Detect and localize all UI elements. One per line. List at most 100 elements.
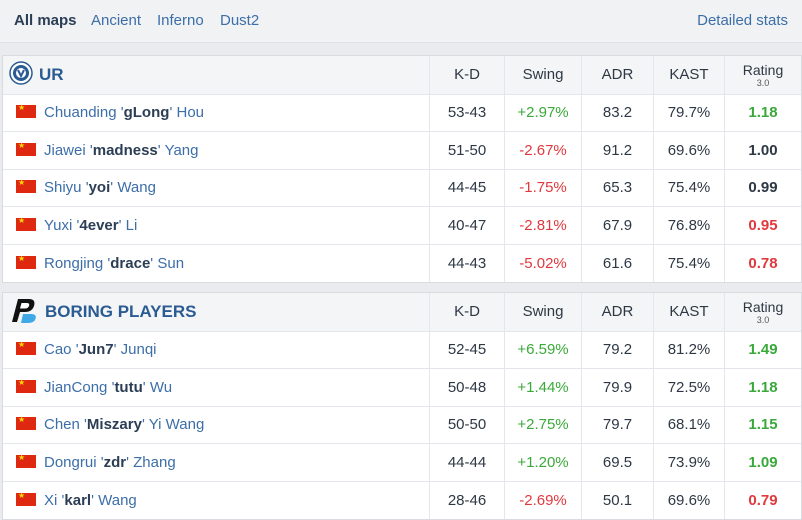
player-nickname[interactable]: karl bbox=[64, 491, 92, 509]
col-kast-header[interactable]: KAST bbox=[653, 56, 725, 94]
player-first-name[interactable]: Cao bbox=[44, 341, 72, 359]
player-last-name[interactable]: Wang bbox=[117, 179, 156, 197]
tab-all-maps[interactable]: All maps bbox=[14, 12, 77, 29]
player-nickname[interactable]: Miszary bbox=[86, 416, 142, 434]
col-kd-header[interactable]: K-D bbox=[429, 56, 505, 94]
table-row: ★ Jiawei 'madness' Yang 51-50 -2.67% 91.2… bbox=[3, 131, 801, 169]
player-nickname[interactable]: zdr bbox=[103, 453, 127, 471]
rating-version: 3.0 bbox=[756, 77, 770, 88]
swing-value: -2.67% bbox=[504, 131, 582, 169]
player-cell[interactable]: ★ Shiyu 'yoi' Wang bbox=[16, 178, 156, 197]
rating-version: 3.0 bbox=[756, 314, 770, 325]
tab-inferno[interactable]: Inferno bbox=[157, 12, 204, 29]
adr-value: 79.9 bbox=[581, 368, 654, 406]
player-last-name[interactable]: Sun bbox=[157, 254, 185, 272]
rating-value: 1.18 bbox=[724, 368, 801, 406]
player-last-name[interactable]: Wang bbox=[98, 491, 137, 509]
col-adr-header[interactable]: ADR bbox=[581, 293, 654, 331]
rating-value: 0.99 bbox=[724, 169, 801, 207]
player-first-name[interactable]: JianCong bbox=[44, 378, 108, 396]
player-cell[interactable]: ★ Dongrui 'zdr' Zhang bbox=[16, 452, 176, 471]
table-row: ★ Chen 'Miszary' Yi Wang 50-50 +2.75% 79.… bbox=[3, 406, 801, 444]
col-kast-header[interactable]: KAST bbox=[653, 293, 725, 331]
player-cell[interactable]: ★ Chuanding 'gLong' Hou bbox=[16, 103, 205, 122]
col-kd-header[interactable]: K-D bbox=[429, 293, 505, 331]
china-flag-icon: ★ bbox=[16, 453, 36, 468]
player-first-name[interactable]: Jiawei bbox=[44, 141, 86, 159]
kd-value: 28-46 bbox=[429, 481, 505, 519]
player-cell[interactable]: ★ Jiawei 'madness' Yang bbox=[16, 140, 199, 159]
map-tabs-bar: All maps Ancient Inferno Dust2 Detailed … bbox=[0, 0, 802, 43]
table-row: ★ Chuanding 'gLong' Hou 53-43 +2.97% 83.2… bbox=[3, 94, 801, 132]
col-rating-header[interactable]: Rating 3.0 bbox=[724, 293, 801, 331]
adr-value: 83.2 bbox=[581, 94, 654, 132]
kd-value: 53-43 bbox=[429, 94, 505, 132]
player-first-name[interactable]: Shiyu bbox=[44, 179, 82, 197]
player-nickname[interactable]: tutu bbox=[114, 378, 143, 396]
player-nickname[interactable]: 4ever bbox=[79, 216, 119, 234]
player-nickname[interactable]: yoi bbox=[88, 179, 111, 197]
player-last-name[interactable]: Zhang bbox=[133, 453, 176, 471]
swing-value: +6.59% bbox=[504, 331, 582, 369]
player-first-name[interactable]: Xi bbox=[44, 491, 58, 509]
rating-label: Rating bbox=[742, 298, 784, 315]
rating-value: 1.09 bbox=[724, 443, 801, 481]
kd-value: 44-45 bbox=[429, 169, 505, 207]
kast-value: 73.9% bbox=[653, 443, 725, 481]
kd-value: 52-45 bbox=[429, 331, 505, 369]
player-first-name[interactable]: Chuanding bbox=[44, 104, 117, 122]
player-nickname[interactable]: madness bbox=[92, 141, 158, 159]
detailed-stats-link[interactable]: Detailed stats bbox=[697, 12, 788, 29]
china-flag-icon: ★ bbox=[16, 491, 36, 506]
player-last-name[interactable]: Yang bbox=[164, 141, 199, 159]
player-cell[interactable]: ★ Xi 'karl' Wang bbox=[16, 490, 137, 509]
tab-ancient[interactable]: Ancient bbox=[91, 12, 142, 29]
team-header: UR bbox=[3, 56, 430, 94]
player-last-name[interactable]: Hou bbox=[176, 104, 205, 122]
kast-value: 79.7% bbox=[653, 94, 725, 132]
player-last-name[interactable]: Wu bbox=[149, 378, 173, 396]
player-last-name[interactable]: Li bbox=[125, 216, 138, 234]
player-first-name[interactable]: Rongjing bbox=[44, 254, 104, 272]
player-last-name[interactable]: Yi Wang bbox=[148, 416, 205, 434]
kast-value: 68.1% bbox=[653, 406, 725, 444]
rating-value: 1.18 bbox=[724, 94, 801, 132]
col-swing-header[interactable]: Swing bbox=[504, 293, 582, 331]
player-cell[interactable]: ★ Rongjing 'drace' Sun bbox=[16, 253, 185, 272]
team-name[interactable]: BORING PLAYERS bbox=[45, 301, 197, 321]
tab-dust2[interactable]: Dust2 bbox=[220, 12, 260, 29]
col-rating-header[interactable]: Rating 3.0 bbox=[724, 56, 801, 94]
team-stats-table-ur: UR K-D Swing ADR KAST Rating 3.0 ★ Chuand… bbox=[2, 55, 802, 283]
swing-value: +2.75% bbox=[504, 406, 582, 444]
col-swing-header[interactable]: Swing bbox=[504, 56, 582, 94]
swing-value: +1.20% bbox=[504, 443, 582, 481]
team-header: BORING PLAYERS bbox=[3, 293, 430, 331]
kast-value: 69.6% bbox=[653, 481, 725, 519]
table-row: ★ Dongrui 'zdr' Zhang 44-44 +1.20% 69.5 7… bbox=[3, 443, 801, 481]
table-row: ★ JianCong 'tutu' Wu 50-48 +1.44% 79.9 72… bbox=[3, 368, 801, 406]
player-first-name[interactable]: Chen bbox=[44, 416, 80, 434]
player-cell[interactable]: ★ JianCong 'tutu' Wu bbox=[16, 377, 173, 396]
rating-value: 0.79 bbox=[724, 481, 801, 519]
player-cell[interactable]: ★ Yuxi '4ever' Li bbox=[16, 215, 138, 234]
boring-players-logo-icon[interactable] bbox=[9, 296, 39, 328]
table-row: ★ Yuxi '4ever' Li 40-47 -2.81% 67.9 76.8%… bbox=[3, 206, 801, 244]
swing-value: +2.97% bbox=[504, 94, 582, 132]
player-nickname[interactable]: Jun7 bbox=[78, 341, 114, 359]
table-row: ★ Rongjing 'drace' Sun 44-43 -5.02% 61.6 … bbox=[3, 244, 801, 282]
player-nickname[interactable]: drace bbox=[110, 254, 151, 272]
china-flag-icon: ★ bbox=[16, 378, 36, 393]
kast-value: 76.8% bbox=[653, 206, 725, 244]
adr-value: 61.6 bbox=[581, 244, 654, 282]
player-last-name[interactable]: Junqi bbox=[120, 341, 157, 359]
player-first-name[interactable]: Yuxi bbox=[44, 216, 73, 234]
ur-team-logo-icon[interactable] bbox=[9, 61, 33, 89]
table-header-row: BORING PLAYERS K-D Swing ADR KAST Rating… bbox=[3, 293, 801, 331]
player-nickname[interactable]: gLong bbox=[123, 104, 170, 122]
player-cell[interactable]: ★ Cao 'Jun7' Junqi bbox=[16, 340, 157, 359]
col-adr-header[interactable]: ADR bbox=[581, 56, 654, 94]
rating-value: 1.49 bbox=[724, 331, 801, 369]
player-first-name[interactable]: Dongrui bbox=[44, 453, 97, 471]
player-cell[interactable]: ★ Chen 'Miszary' Yi Wang bbox=[16, 415, 205, 434]
team-name[interactable]: UR bbox=[39, 64, 64, 84]
